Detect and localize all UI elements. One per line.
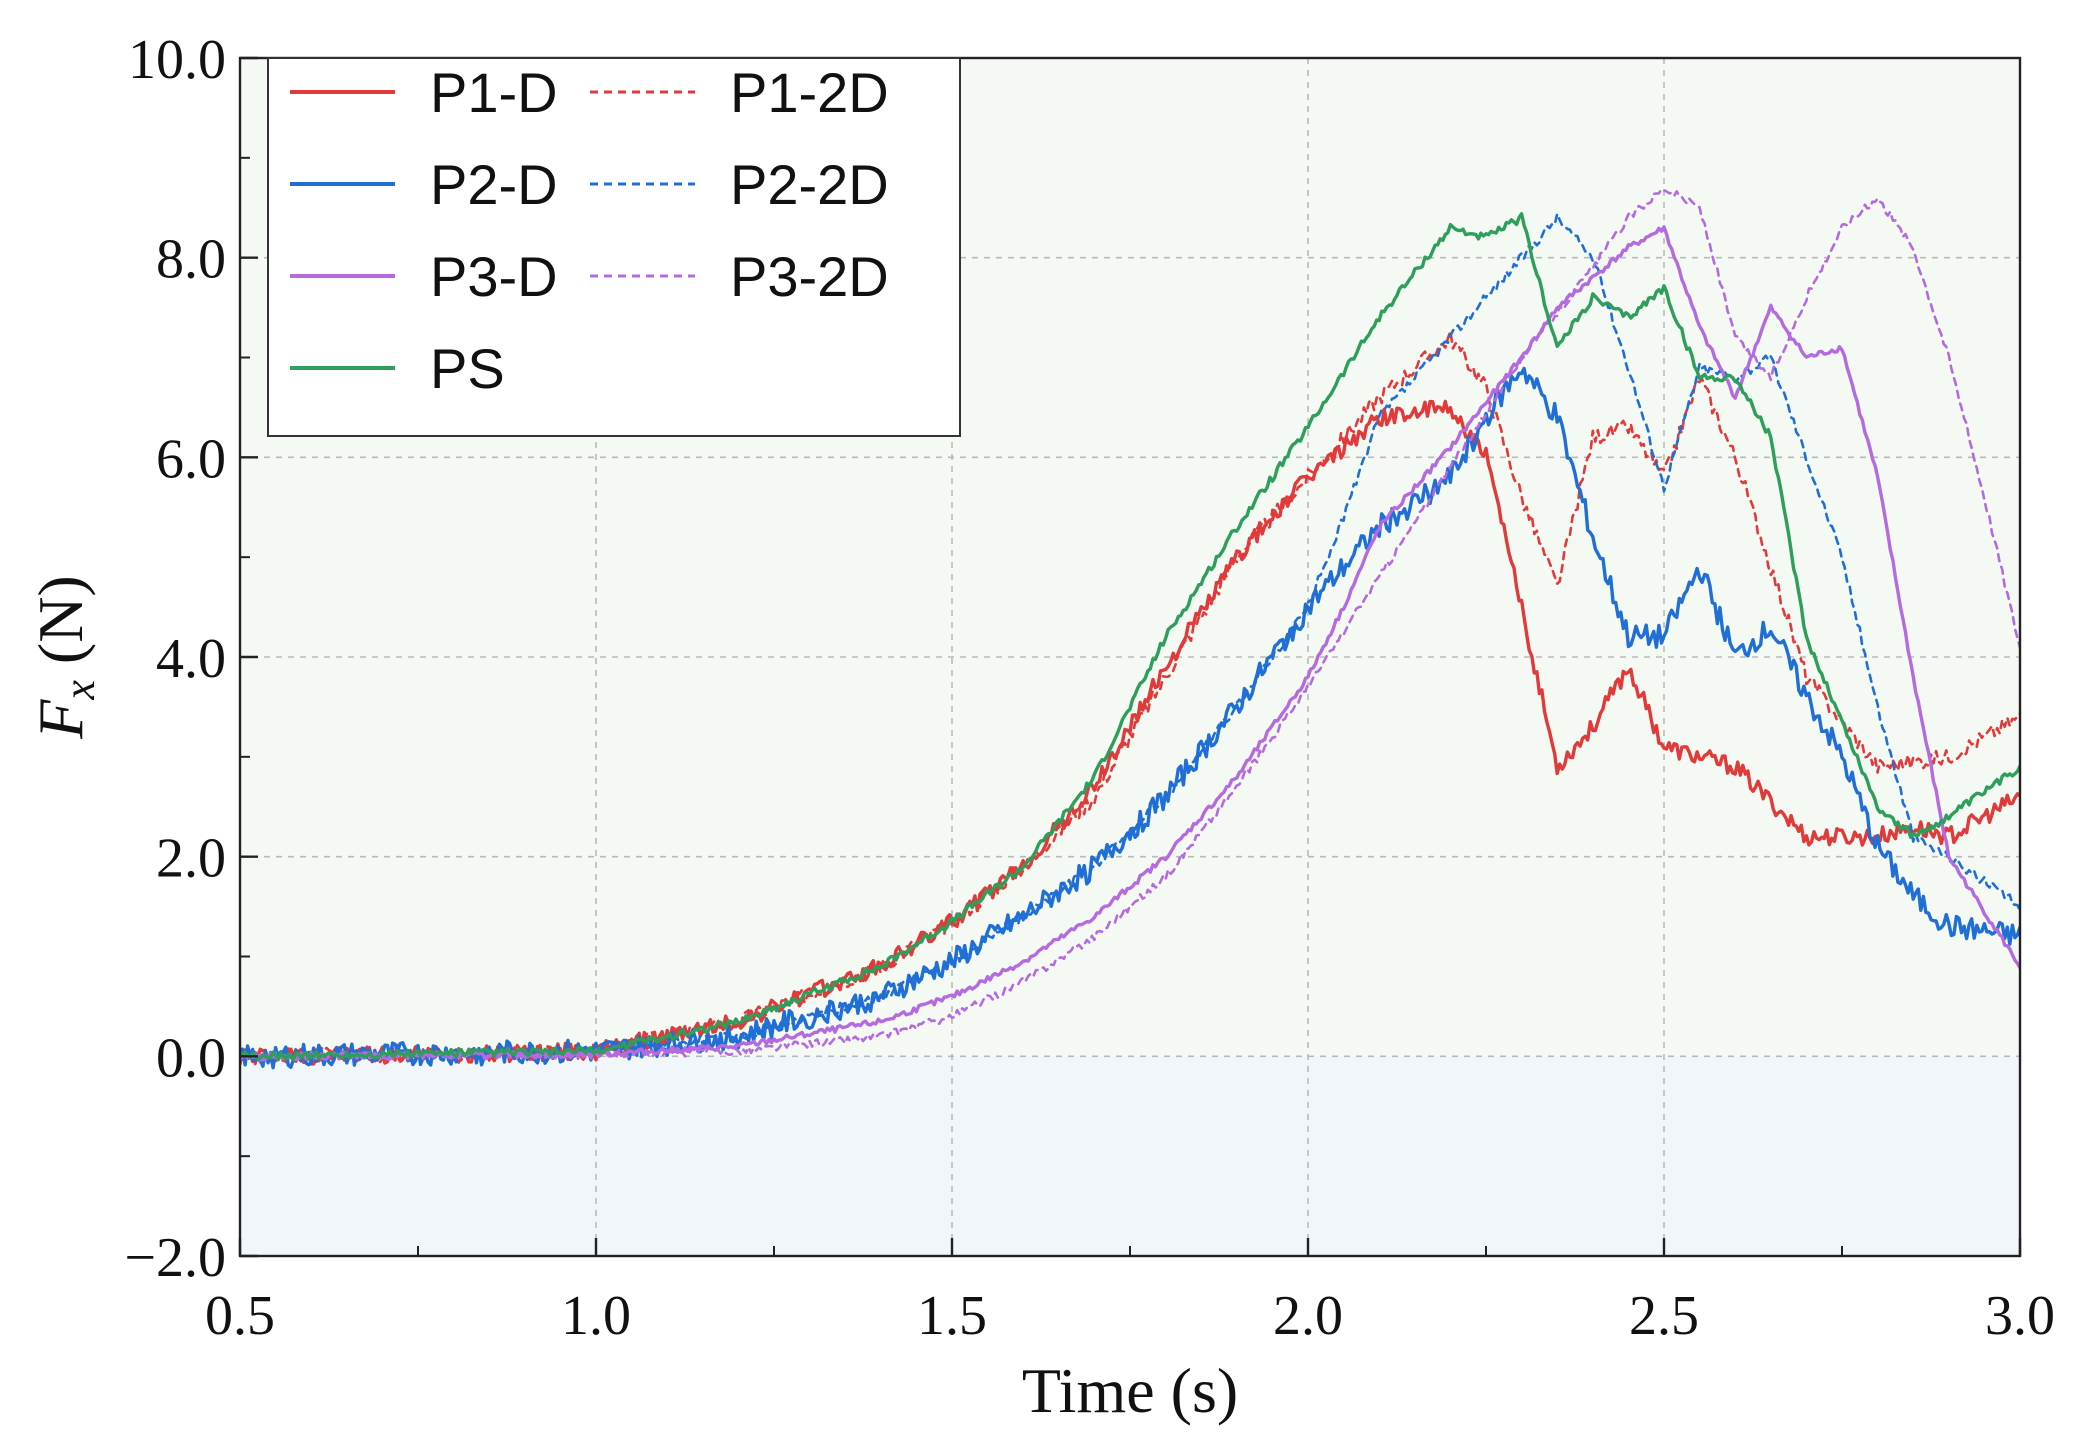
- x-tick-label: 1.5: [917, 1285, 987, 1347]
- series-line-ps: [240, 212, 2020, 1062]
- plot-background: [240, 58, 2020, 1256]
- negative-region: [240, 1057, 2020, 1256]
- legend-label: P2-D: [430, 153, 558, 216]
- legend-label: P2-2D: [730, 153, 889, 216]
- series-line-p1-2d: [240, 329, 2020, 1066]
- y-tick-label: 10.0: [128, 29, 226, 91]
- y-tick-labels: −2.0 0.0 2.0 4.0 6.0 8.0 10.0: [124, 29, 226, 1289]
- legend-label: PS: [430, 337, 505, 400]
- series-line-p2-d: [240, 366, 2020, 1070]
- ticks: [238, 56, 2022, 1258]
- x-tick-label: 1.0: [561, 1285, 631, 1347]
- legend-label: P3-D: [430, 245, 558, 308]
- y-tick-label: 4.0: [156, 628, 226, 690]
- x-tick-label: 0.5: [205, 1285, 275, 1347]
- y-axis-subscript: x: [55, 680, 104, 701]
- y-tick-label: −2.0: [124, 1227, 226, 1289]
- legend-label: P3-2D: [730, 245, 889, 308]
- x-axis-title: Time (s): [1022, 1355, 1238, 1426]
- x-tick-label: 2.0: [1273, 1285, 1343, 1347]
- x-tick-labels: 0.5 1.0 1.5 2.0 2.5 3.0: [205, 1285, 2055, 1347]
- y-axis-unit: (N): [25, 575, 96, 680]
- y-axis-symbol: F: [25, 699, 96, 740]
- legend-label: P1-2D: [730, 61, 889, 124]
- legend: P1-D P1-2D P2-D P2-2D P3-D P3-2D PS: [267, 57, 961, 437]
- legend-box: [267, 57, 961, 437]
- series-line-p3-2d: [240, 187, 2020, 1062]
- legend-items: P1-D P1-2D P2-D P2-2D P3-D P3-2D PS: [290, 61, 889, 400]
- series-layer: [240, 187, 2020, 1070]
- x-tick-label: 3.0: [1985, 1285, 2055, 1347]
- series-line-p3-d: [240, 225, 2020, 1061]
- y-tick-label: 2.0: [156, 828, 226, 890]
- y-tick-label: 0.0: [156, 1027, 226, 1089]
- y-tick-label: 8.0: [156, 229, 226, 291]
- legend-label: P1-D: [430, 61, 558, 124]
- y-axis-title: Fx (N): [25, 575, 104, 739]
- x-tick-label: 2.5: [1629, 1285, 1699, 1347]
- y-tick-label: 6.0: [156, 428, 226, 490]
